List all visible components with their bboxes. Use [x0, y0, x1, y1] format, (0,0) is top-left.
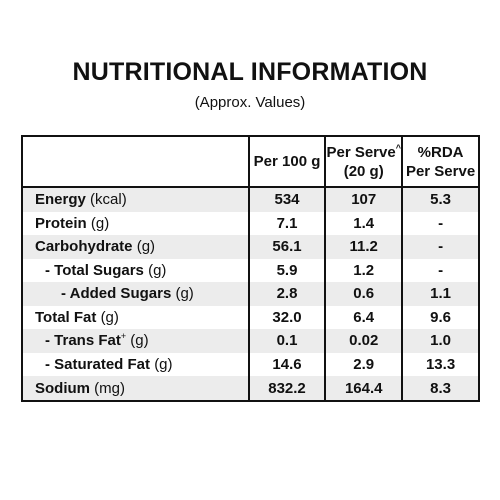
table-row: Energy (kcal) 534 107 5.3 — [22, 187, 479, 212]
value-rda: - — [438, 214, 444, 232]
nutrient-name: Sodium — [35, 379, 90, 397]
nutrient-name: - Trans Fat — [45, 332, 121, 350]
value-per-serve: 107 — [325, 187, 404, 212]
value-per-serve: 164.4 — [325, 376, 404, 401]
nutrient-label: Sodium (mg) — [22, 376, 250, 401]
value-per-100g: 5.9 — [248, 258, 327, 282]
table-row: Total Fat (g) 32.0 6.4 9.6 — [22, 305, 479, 329]
value-per-serve: 2.9 — [325, 352, 404, 376]
value-per-100g: 0.1 — [248, 329, 327, 353]
nutrition-table: Per 100 g Per Serve^ (20 g) %RDA Per Ser… — [21, 135, 480, 402]
nutrient-name: Protein — [35, 214, 87, 232]
value-per-100g: 32.0 — [248, 305, 327, 329]
nutrient-name: Energy — [35, 191, 86, 209]
value-per-100g: 7.1 — [248, 211, 327, 235]
value-per-serve: 0.02 — [325, 329, 404, 353]
column-header-per-serve: Per Serve^ (20 g) — [325, 136, 404, 188]
nutrient-label: Carbohydrate (g) — [22, 235, 250, 259]
table-row: Protein (g) 7.1 1.4- — [22, 211, 479, 235]
value-per-100g: 14.6 — [248, 352, 327, 376]
value-per-100g: 56.1 — [248, 235, 327, 259]
value-rda: 8.3 — [402, 376, 479, 401]
value-per-100g: 2.8 — [248, 282, 327, 306]
table-row: - Added Sugars (g) 2.8 0.6 1.1 — [22, 282, 479, 306]
nutrient-unit: (g) — [100, 308, 119, 326]
nutrient-unit: (g) — [130, 332, 149, 350]
value-per-serve: 0.6 — [325, 282, 404, 306]
page-title: NUTRITIONAL INFORMATION — [72, 58, 428, 86]
nutrient-unit: (g) — [90, 214, 110, 232]
page-subtitle: (Approx. Values) — [194, 94, 306, 111]
value-per-serve: 1.4 — [325, 211, 404, 235]
nutrient-label: Protein (g) — [22, 211, 250, 235]
value-rda: 1.0 — [402, 329, 479, 353]
value-per-100g: 534 — [248, 187, 327, 212]
value-per-100g: 832.2 — [248, 376, 327, 401]
table-row: Carbohydrate (g) 56.1 11.2- — [22, 235, 479, 259]
column-header-nutrient — [22, 136, 250, 188]
nutrient-label: Energy (kcal) — [22, 187, 250, 212]
table-row: - Trans Fat+ (g) 0.1 0.02 1.0 — [22, 329, 479, 353]
nutrient-label: - Trans Fat+ (g) — [22, 329, 250, 353]
value-rda: 9.6 — [430, 308, 451, 326]
table-row: - Saturated Fat (g) 14.6 2.9 13.3 — [22, 352, 479, 376]
nutrient-name: - Total Sugars — [45, 261, 144, 279]
nutrient-unit: (g) — [175, 285, 194, 303]
nutrient-unit: (g) — [154, 355, 173, 373]
value-per-serve: 6.4 — [325, 305, 404, 329]
column-header-sup: ^ — [395, 142, 401, 153]
nutrient-name: - Saturated Fat — [45, 355, 151, 373]
nutrient-label: Total Fat (g) — [22, 305, 250, 329]
nutrient-name: Carbohydrate — [35, 238, 133, 256]
value-per-serve: 1.2 — [325, 258, 404, 282]
value-rda: 1.1 — [402, 282, 479, 306]
nutrient-footnote-mark: + — [120, 331, 127, 342]
table-row: Sodium (mg) 832.2 164.4 8.3 — [22, 376, 479, 401]
table-header-row: Per 100 g Per Serve^ (20 g) %RDA Per Ser… — [22, 136, 479, 188]
column-header-sublabel: (20 g) — [343, 162, 384, 180]
value-rda: 13.3 — [425, 355, 456, 373]
nutrient-name: Total Fat — [35, 308, 97, 326]
nutrient-label: - Added Sugars (g) — [22, 282, 250, 306]
column-header-sublabel: Per Serve — [405, 162, 476, 180]
column-header-label: %RDA — [417, 143, 464, 161]
nutrient-label: - Total Sugars (g) — [22, 258, 250, 282]
value-rda: - — [402, 235, 479, 259]
value-per-serve: 11.2 — [325, 235, 404, 259]
nutrient-unit: (mg) — [94, 379, 125, 397]
nutrient-unit: (g) — [148, 261, 167, 279]
column-header-label: Per 100 g — [253, 153, 321, 170]
nutrient-name: - Added Sugars — [61, 285, 172, 303]
column-header-per-100g: Per 100 g — [248, 136, 327, 188]
nutrient-unit: (kcal) — [90, 191, 127, 209]
nutrient-unit: (g) — [136, 238, 156, 256]
value-rda: - — [438, 261, 444, 279]
column-header-rda: %RDA Per Serve — [402, 136, 479, 188]
table-row: - Total Sugars (g) 5.9 1.2- — [22, 258, 479, 282]
nutrient-label: - Saturated Fat (g) — [22, 352, 250, 376]
value-rda: 5.3 — [402, 187, 479, 212]
column-header-label: Per Serve — [326, 143, 396, 161]
